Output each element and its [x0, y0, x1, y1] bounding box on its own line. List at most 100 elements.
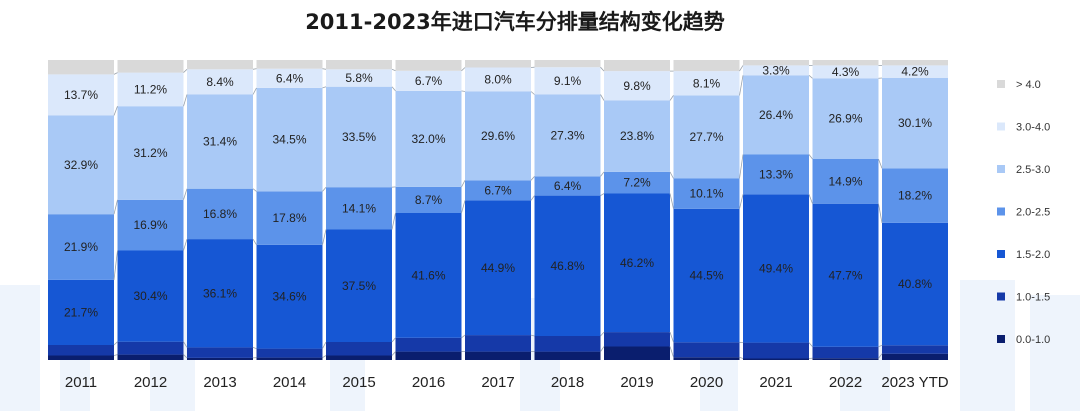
x-tick-label: 2015 [342, 374, 375, 391]
data-label: 7.2% [623, 176, 651, 190]
connector-line [530, 176, 535, 181]
x-tick-label: 2021 [759, 374, 792, 391]
bar-segment [465, 67, 531, 92]
data-label: 21.7% [64, 305, 98, 319]
connector-line [600, 66, 605, 72]
bar-segment [604, 193, 670, 333]
data-label: 21.9% [64, 240, 98, 254]
connector-line [391, 337, 396, 343]
bar-segment [673, 60, 740, 72]
connector-line [322, 68, 327, 70]
bar-segment [395, 60, 462, 71]
legend-swatch [997, 122, 1005, 131]
segment-labels: 21.7% 21.9% 32.9% 13.7% 30.4% 16.9% 31.2% 11.2%… [64, 63, 932, 319]
bar-segment [743, 154, 809, 195]
connector-line [739, 65, 744, 72]
x-tick-label: 2011 [65, 374, 97, 391]
bar-segment [882, 345, 948, 354]
bar-segment [256, 60, 323, 69]
bar-segment [465, 351, 531, 360]
connector-line [183, 188, 188, 200]
x-tick-label: 2018 [551, 374, 584, 391]
connector-line [530, 195, 535, 201]
bar-segment [117, 354, 184, 360]
bar-segment [256, 357, 323, 360]
connector-line [808, 194, 813, 204]
bar-segment [882, 60, 948, 66]
connector-line [391, 351, 396, 356]
bar-segment [395, 186, 462, 213]
data-label: 13.3% [759, 167, 793, 181]
legend-label: 3.0-4.0 [1016, 122, 1050, 134]
bar-segment [604, 100, 670, 172]
bar-segment [465, 180, 531, 201]
bar-segment [812, 358, 879, 360]
bar-segment [743, 358, 809, 360]
connector-line [669, 346, 674, 358]
connector-line [669, 331, 674, 343]
x-axis: 2011 2012 2013 2014 2015 2016 2017 2018 2019 2020… [65, 374, 949, 391]
legend-swatch [997, 165, 1005, 173]
data-label: 41.6% [411, 268, 445, 282]
connector-line [600, 331, 605, 337]
data-label: 4.3% [832, 65, 860, 79]
connector-line [113, 72, 118, 75]
bar-segment [326, 355, 392, 360]
bar-segment [326, 69, 392, 87]
bar-segment [187, 357, 253, 360]
bar-segment [673, 95, 740, 179]
bar-segment [465, 91, 531, 181]
x-tick-label: 2022 [829, 374, 862, 391]
bar-segment [534, 195, 601, 336]
bar-segment [117, 341, 184, 355]
bar-segment [812, 203, 879, 347]
data-label: 8.0% [484, 73, 512, 87]
data-label: 6.4% [554, 179, 582, 193]
bar-segment [395, 337, 462, 352]
bar-segment [117, 250, 184, 342]
data-label: 30.4% [133, 289, 167, 303]
bar-segment [534, 94, 601, 177]
bar-segment [882, 222, 948, 346]
bar-segment [187, 239, 253, 348]
legend-swatch [997, 80, 1005, 88]
connector-line [183, 341, 188, 348]
data-label: 32.9% [64, 158, 98, 172]
connector-line [252, 347, 257, 349]
bar-segment [743, 342, 809, 359]
legend: > 4.0 3.0-4.0 2.5-3.0 2.0-2.5 1.5-2.0 1.0-1.5… [997, 79, 1050, 346]
connector-line [461, 67, 466, 72]
data-label: 32.0% [411, 132, 445, 146]
skyline-block [1030, 295, 1080, 411]
bar-segment [48, 60, 114, 75]
bar-segment [187, 188, 253, 240]
connector-line [808, 74, 813, 79]
data-label: 16.8% [203, 207, 237, 221]
data-label: 33.5% [342, 130, 376, 144]
bar-segment [534, 351, 601, 360]
connector-line [808, 342, 813, 348]
data-label: 17.8% [272, 211, 306, 225]
bar-segment [48, 355, 114, 360]
data-label: 49.4% [759, 262, 793, 276]
connector-line [113, 250, 118, 280]
data-label: 36.1% [203, 286, 237, 300]
bar-segment [743, 60, 809, 66]
bar-segment [812, 60, 879, 66]
bar-segment [882, 78, 948, 169]
bar-segment [604, 171, 670, 194]
data-label: 14.9% [828, 174, 862, 188]
x-tick-label: 2019 [620, 374, 653, 391]
bar-segment [882, 168, 948, 223]
bar-segment [673, 208, 740, 343]
bar-segment [812, 159, 879, 204]
connector-line [252, 238, 257, 246]
data-label: 6.4% [276, 71, 304, 85]
bar-segment [187, 69, 253, 95]
connector-line [252, 87, 257, 95]
data-label: 9.8% [623, 79, 651, 93]
data-label: 37.5% [342, 279, 376, 293]
connector-line [878, 344, 883, 348]
data-label: 8.7% [415, 193, 443, 207]
data-label: 31.2% [133, 146, 167, 160]
